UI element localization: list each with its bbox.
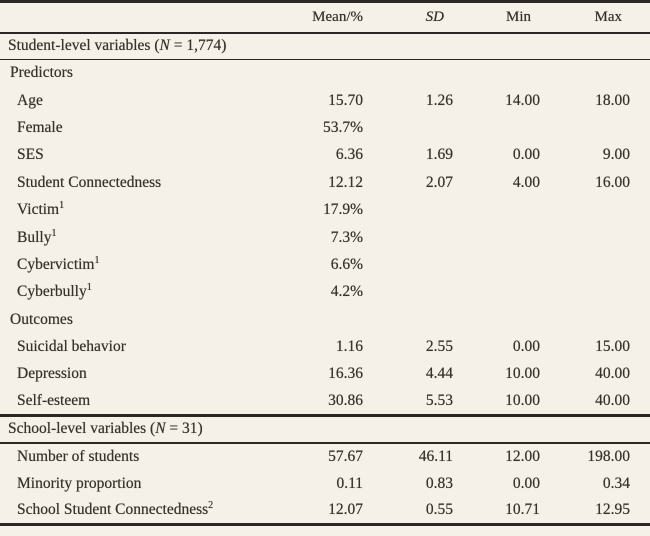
table-row-minority-proportion: Minority proportion 0.11 0.83 0.00 0.34 bbox=[0, 470, 650, 497]
table-row-self-esteem: Self-esteem 30.86 5.53 10.00 40.00 bbox=[0, 388, 650, 416]
cell-max: 16.00 bbox=[595, 173, 630, 191]
cell-sd: 0.55 bbox=[425, 501, 453, 519]
group-label: Outcomes bbox=[10, 310, 73, 328]
header-sd: SD bbox=[425, 8, 444, 25]
cell-mean: 1.16 bbox=[335, 338, 363, 356]
group-label: Predictors bbox=[10, 64, 73, 82]
cell-min: 14.00 bbox=[505, 91, 540, 109]
cell-min bbox=[453, 224, 540, 251]
section-school-level: School-level variables (N = 31) bbox=[0, 416, 650, 443]
row-label: Victim1 bbox=[17, 199, 65, 219]
cell-max: 198.00 bbox=[587, 447, 630, 465]
cell-min: 10.00 bbox=[505, 365, 540, 383]
cell-mean: 6.6% bbox=[330, 255, 363, 273]
row-label: Self-esteem bbox=[17, 392, 91, 410]
cell-sd: 46.11 bbox=[418, 447, 453, 465]
header-min: Min bbox=[505, 8, 531, 25]
cell-min bbox=[453, 279, 540, 306]
cell-mean: 12.12 bbox=[328, 173, 363, 191]
cell-mean: 0.11 bbox=[336, 474, 363, 492]
cell-mean: 4.2% bbox=[330, 283, 363, 301]
row-label: School Student Connectedness2 bbox=[17, 500, 214, 519]
header-mean: Mean/% bbox=[312, 8, 363, 25]
cell-sd: 2.55 bbox=[425, 338, 453, 356]
table-header-row: Mean/% SD Min Max bbox=[0, 2, 650, 33]
cell-sd bbox=[363, 196, 453, 223]
cell-sd: 5.53 bbox=[425, 392, 453, 410]
cell-min: 12.00 bbox=[505, 447, 540, 465]
section-student-level: Student-level variables (N = 1,774) bbox=[0, 33, 650, 60]
cell-max bbox=[540, 196, 650, 223]
cell-mean: 30.86 bbox=[328, 392, 363, 410]
table-row-school-student-connectedness: School Student Connectedness2 12.07 0.55… bbox=[0, 497, 650, 524]
cell-mean: 53.7% bbox=[322, 118, 363, 136]
cell-sd bbox=[363, 114, 453, 141]
cell-mean: 7.3% bbox=[330, 228, 363, 246]
table-row-female: Female 53.7% bbox=[0, 114, 650, 141]
cell-min bbox=[453, 114, 540, 141]
cell-min bbox=[453, 196, 540, 223]
cell-max bbox=[540, 224, 650, 251]
row-label: Age bbox=[17, 91, 43, 109]
cell-max bbox=[540, 114, 650, 141]
cell-mean: 15.70 bbox=[328, 91, 363, 109]
cell-max: 18.00 bbox=[595, 91, 630, 109]
cell-max: 15.00 bbox=[595, 338, 630, 356]
cell-mean: 16.36 bbox=[328, 365, 363, 383]
table-row-cyberbully: Cyberbully1 4.2% bbox=[0, 279, 650, 306]
cell-max: 40.00 bbox=[595, 365, 630, 383]
table-row-depression: Depression 16.36 4.44 10.00 40.00 bbox=[0, 361, 650, 388]
cell-sd bbox=[363, 279, 453, 306]
table-row-age: Age 15.70 1.26 14.00 18.00 bbox=[0, 87, 650, 114]
cell-sd: 4.44 bbox=[425, 365, 453, 383]
row-label: SES bbox=[17, 146, 44, 164]
row-label: Minority proportion bbox=[17, 474, 142, 492]
cell-min: 4.00 bbox=[512, 173, 540, 191]
group-predictors: Predictors bbox=[0, 60, 650, 87]
cell-max bbox=[540, 279, 650, 306]
cell-max bbox=[540, 251, 650, 278]
row-label: Cybervictim1 bbox=[17, 254, 100, 273]
cell-min: 0.00 bbox=[512, 338, 540, 356]
row-label: Number of students bbox=[17, 447, 140, 465]
cell-sd: 1.69 bbox=[425, 146, 453, 164]
table-row-student-connectedness: Student Connectedness 12.12 2.07 4.00 16… bbox=[0, 169, 650, 196]
section-title: School-level variables (N = 31) bbox=[8, 420, 203, 438]
cell-min: 10.71 bbox=[505, 501, 540, 519]
cell-sd bbox=[363, 224, 453, 251]
cell-sd: 0.83 bbox=[425, 474, 453, 492]
cell-sd bbox=[363, 251, 453, 278]
cell-max: 40.00 bbox=[595, 392, 630, 410]
row-label: Suicidal behavior bbox=[17, 338, 126, 356]
cell-mean: 17.9% bbox=[322, 201, 363, 219]
cell-min: 10.00 bbox=[505, 392, 540, 410]
table-row-victim: Victim1 17.9% bbox=[0, 196, 650, 223]
cell-sd: 2.07 bbox=[425, 173, 453, 191]
cell-max: 12.95 bbox=[595, 501, 630, 519]
group-outcomes: Outcomes bbox=[0, 306, 650, 333]
row-label: Student Connectedness bbox=[17, 173, 162, 191]
cell-sd: 1.26 bbox=[425, 91, 453, 109]
section-title: Student-level variables (N = 1,774) bbox=[8, 37, 227, 55]
cell-max: 9.00 bbox=[602, 146, 630, 164]
row-label: Cyberbully1 bbox=[17, 282, 92, 301]
header-label-spacer bbox=[0, 2, 298, 33]
cell-min: 0.00 bbox=[512, 146, 540, 164]
table-row-bully: Bully1 7.3% bbox=[0, 224, 650, 251]
table-row-cybervictim: Cybervictim1 6.6% bbox=[0, 251, 650, 278]
table-row-suicidal-behavior: Suicidal behavior 1.16 2.55 0.00 15.00 bbox=[0, 333, 650, 360]
cell-min bbox=[453, 251, 540, 278]
row-label: Bully1 bbox=[17, 227, 57, 246]
row-label: Depression bbox=[17, 365, 87, 383]
table-row-number-of-students: Number of students 57.67 46.11 12.00 198… bbox=[0, 443, 650, 470]
header-max: Max bbox=[594, 8, 623, 25]
cell-mean: 6.36 bbox=[335, 146, 363, 164]
table-row-ses: SES 6.36 1.69 0.00 9.00 bbox=[0, 142, 650, 169]
row-label: Female bbox=[17, 118, 63, 136]
cell-min: 0.00 bbox=[512, 474, 540, 492]
cell-mean: 57.67 bbox=[328, 447, 363, 465]
cell-max: 0.34 bbox=[602, 474, 630, 492]
cell-mean: 12.07 bbox=[328, 501, 363, 519]
